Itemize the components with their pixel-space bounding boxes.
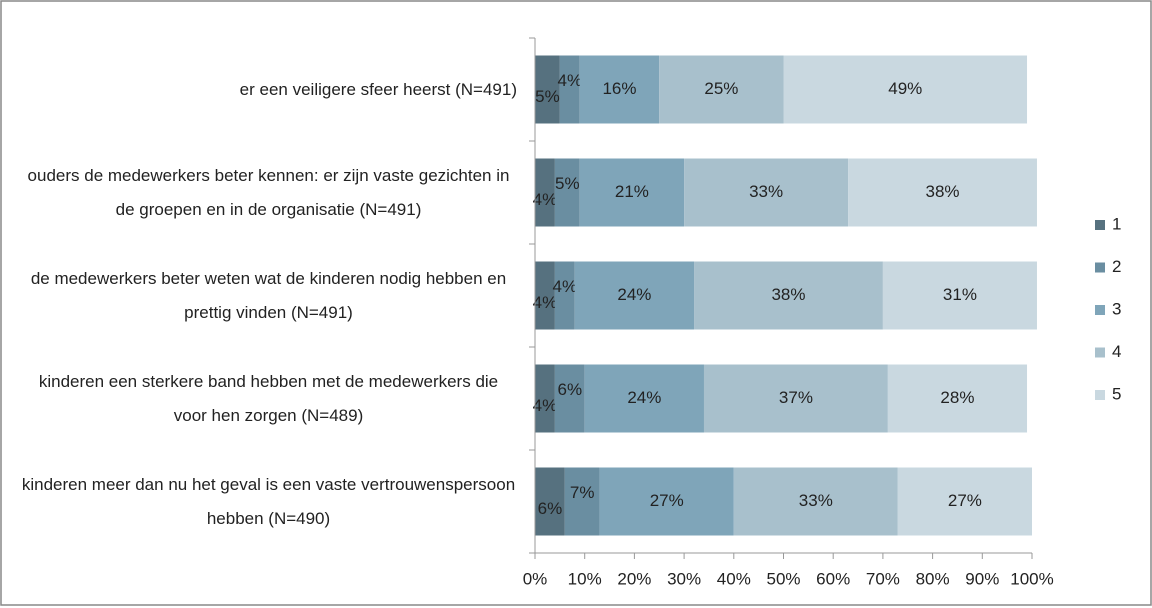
value-label: 21% — [615, 182, 649, 201]
category-label: kinderen een sterkere band hebben met de… — [20, 347, 517, 450]
category-label: de medewerkers beter weten wat de kinder… — [20, 244, 517, 347]
value-label: 5% — [555, 174, 580, 193]
value-label: 38% — [771, 285, 805, 304]
bar-segment — [535, 467, 565, 536]
category-text: kinderen een sterkere band hebben met de… — [38, 371, 499, 425]
bar-segment — [535, 261, 555, 330]
value-label: 49% — [888, 79, 922, 98]
value-label: 4% — [553, 277, 578, 296]
legend-label: 1 — [1112, 214, 1121, 233]
category-text: kinderen meer dan nu het geval is een va… — [21, 474, 516, 528]
value-label: 6% — [558, 380, 583, 399]
legend-swatch — [1095, 390, 1105, 400]
bar-segment — [554, 158, 580, 227]
x-tick-label: 80% — [916, 569, 950, 588]
legend-swatch — [1095, 262, 1105, 273]
bar-segment — [554, 261, 575, 330]
legend-swatch — [1095, 347, 1105, 358]
legend-swatch — [1095, 305, 1105, 315]
bar-segment — [574, 261, 695, 330]
bar-segment — [554, 364, 585, 433]
bar-segment — [887, 364, 1028, 433]
legend-label: 2 — [1112, 257, 1121, 276]
bar-segment — [684, 158, 849, 227]
x-tick-label: 100% — [1010, 569, 1053, 588]
value-label: 24% — [627, 388, 661, 407]
x-tick-label: 30% — [667, 569, 701, 588]
x-tick-label: 50% — [766, 569, 800, 588]
category-label: kinderen meer dan nu het geval is een va… — [20, 450, 517, 553]
value-label: 4% — [558, 71, 583, 90]
x-tick-label: 90% — [965, 569, 999, 588]
bar-segment — [848, 158, 1037, 227]
value-label: 28% — [940, 388, 974, 407]
bar-segment — [659, 55, 784, 124]
category-text: de medewerkers beter weten wat de kinder… — [30, 268, 507, 322]
bar-segment — [882, 261, 1037, 330]
bar-segment — [783, 55, 1028, 124]
value-label: 25% — [704, 79, 738, 98]
bar-segment — [584, 364, 704, 433]
value-label: 4% — [533, 190, 558, 209]
x-tick-label: 60% — [816, 569, 850, 588]
value-label: 31% — [943, 285, 977, 304]
value-label: 4% — [533, 293, 558, 312]
value-label: 38% — [926, 182, 960, 201]
bar-segment — [559, 55, 580, 124]
value-label: 27% — [650, 491, 684, 510]
value-label: 27% — [948, 491, 982, 510]
bar-segment — [579, 55, 660, 124]
x-tick-label: 0% — [523, 569, 548, 588]
value-label: 33% — [799, 491, 833, 510]
bar-segment — [535, 364, 555, 433]
value-label: 6% — [538, 499, 563, 518]
value-label: 37% — [779, 388, 813, 407]
x-tick-label: 10% — [568, 569, 602, 588]
bar-segment — [535, 158, 555, 227]
bar-segment — [564, 467, 600, 536]
value-label: 16% — [602, 79, 636, 98]
bar-segment — [897, 467, 1032, 536]
category-text: ouders de medewerkers beter kennen: er z… — [27, 165, 510, 219]
category-label: ouders de medewerkers beter kennen: er z… — [20, 141, 517, 244]
bar-segment — [733, 467, 898, 536]
value-label: 4% — [533, 396, 558, 415]
bar-segment — [535, 55, 560, 124]
bar-segment — [599, 467, 734, 536]
legend-swatch — [1095, 220, 1105, 230]
category-text: er een veiligere sfeer heerst (N=491) — [239, 79, 517, 99]
legend-label: 4 — [1112, 342, 1121, 361]
bar-segment — [694, 261, 883, 330]
x-tick-label: 40% — [717, 569, 751, 588]
x-tick-label: 70% — [866, 569, 900, 588]
value-label: 7% — [570, 483, 595, 502]
category-label: er een veiligere sfeer heerst (N=491) — [20, 38, 517, 141]
value-label: 5% — [535, 87, 560, 106]
value-label: 33% — [749, 182, 783, 201]
x-tick-label: 20% — [617, 569, 651, 588]
legend-label: 3 — [1112, 299, 1121, 318]
value-label: 24% — [617, 285, 651, 304]
legend-label: 5 — [1112, 384, 1121, 403]
bar-segment — [579, 158, 685, 227]
bar-segment — [703, 364, 888, 433]
